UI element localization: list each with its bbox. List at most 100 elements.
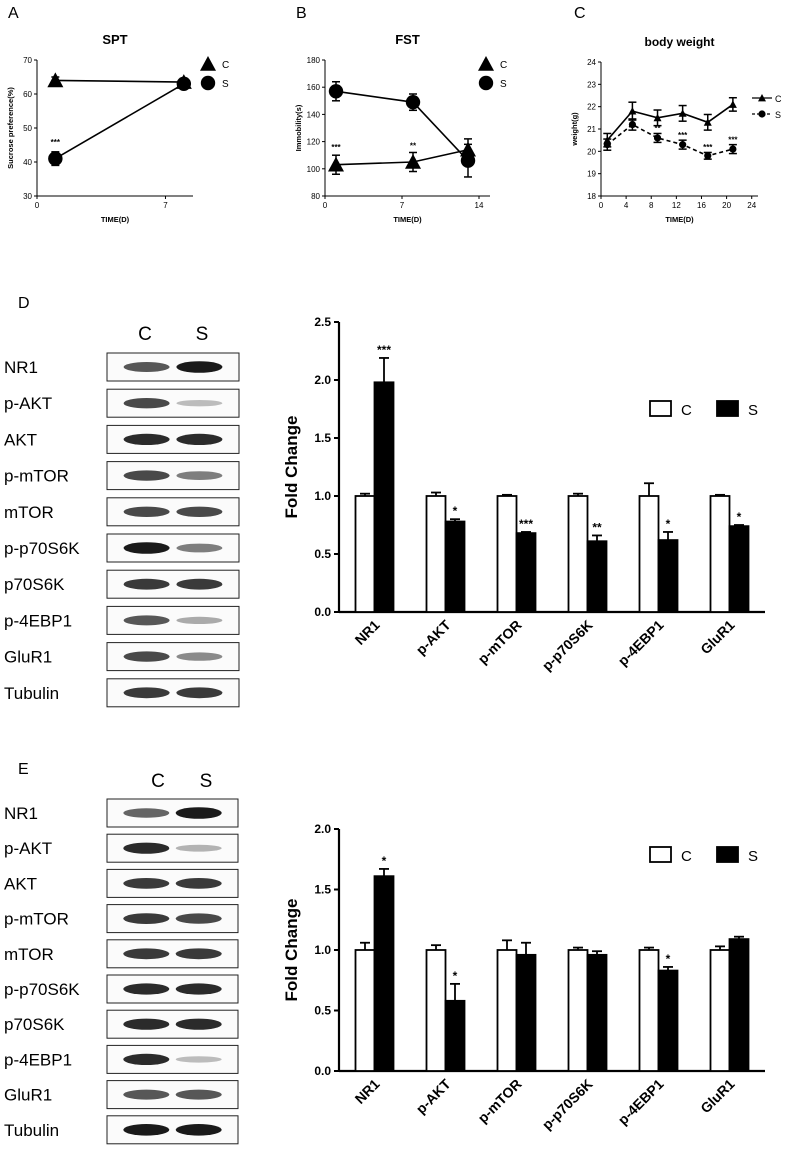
bar-s	[657, 539, 679, 613]
x-tick-label: 16	[697, 201, 706, 210]
blot-row: p-mTOR	[4, 461, 240, 491]
legend-marker-c	[758, 94, 766, 102]
legend-marker-c	[478, 56, 494, 71]
x-tick-label: 12	[672, 201, 681, 210]
data-point-c	[653, 113, 662, 122]
bar-s	[444, 999, 466, 1072]
bar-s	[586, 540, 608, 613]
x-tick-label: p-p70S6K	[539, 1076, 596, 1133]
legend-marker-c	[200, 56, 216, 71]
y-tick-label: 18	[587, 192, 596, 201]
y-tick-label: 23	[587, 80, 596, 89]
x-axis-label: TIME(D)	[393, 215, 422, 224]
series-line-s	[335, 90, 469, 162]
blot-row: GluR1	[4, 1080, 239, 1110]
y-tick-label: 2.0	[314, 822, 331, 836]
x-axis-label: TIME(D)	[665, 215, 694, 224]
blot-band-s	[176, 652, 223, 661]
blot-band-s	[175, 1018, 222, 1030]
x-tick-label: p-mTOR	[474, 617, 524, 667]
blot-band-c	[123, 470, 170, 481]
x-tick-label: 7	[163, 201, 168, 210]
legend-label-s: S	[500, 79, 507, 90]
blot-band-s	[175, 983, 222, 995]
data-point-c	[728, 100, 737, 108]
legend-label-s: S	[775, 110, 781, 120]
y-tick-label: 120	[307, 138, 321, 147]
data-point-s	[704, 152, 712, 160]
significance-mark: **	[410, 141, 417, 150]
series-line-c	[335, 148, 469, 166]
blot-band-c	[123, 362, 170, 372]
y-tick-label: 40	[23, 158, 32, 167]
series-line-s	[606, 123, 734, 157]
blot-band-c	[123, 1124, 170, 1136]
significance-mark: *	[737, 510, 742, 524]
blot-band-c	[123, 433, 170, 445]
y-tick-label: 100	[307, 165, 321, 174]
x-axis-label: TIME(D)	[101, 215, 130, 224]
bar-s	[444, 520, 466, 613]
blot-row-label: p-4EBP1	[4, 1050, 72, 1069]
x-tick-label: 0	[599, 201, 604, 210]
blot-band-s	[176, 578, 223, 590]
blot-row-label: GluR1	[4, 1086, 52, 1105]
blot-band-s	[176, 400, 223, 407]
y-tick-label: 22	[587, 103, 596, 112]
bar-s	[373, 381, 395, 613]
significance-mark: *	[382, 854, 387, 868]
bar-c	[709, 949, 731, 1072]
chart-a: SPT 30 40 50 60 70 0 7 TIME(D) Sucrose preference…	[6, 32, 229, 224]
bar-c	[496, 495, 518, 613]
y-tick-label: 21	[587, 125, 596, 134]
blot-row-label: p70S6K	[4, 1015, 65, 1034]
y-tick-label: 50	[23, 124, 32, 133]
x-tick-label: 0	[323, 201, 328, 210]
x-tick-label: GluR1	[697, 617, 738, 658]
blot-row: Tubulin	[4, 1115, 239, 1145]
blot-row: NR1	[4, 798, 239, 828]
bar-c	[567, 949, 589, 1072]
data-point-s	[729, 145, 737, 153]
blot-row-label: Tubulin	[4, 1121, 59, 1140]
data-point-c	[628, 107, 637, 115]
bar-c	[567, 495, 589, 613]
legend-swatch-c	[649, 846, 672, 863]
y-tick-label: 0.5	[314, 1004, 331, 1018]
x-tick-label: NR1	[351, 1076, 382, 1107]
blot-row-label: p-p70S6K	[4, 980, 80, 999]
blot-row-label: NR1	[4, 804, 38, 823]
significance-mark: ***	[377, 343, 391, 357]
bar-c	[425, 949, 447, 1072]
blot-band-c	[123, 983, 170, 995]
bar-c	[709, 495, 731, 613]
lane-label-c: C	[138, 324, 152, 345]
blot-row-label: p70S6K	[4, 575, 65, 594]
blot-row-label: AKT	[4, 430, 37, 449]
legend-label-c: C	[681, 402, 692, 419]
blot-row-label: p-4EBP1	[4, 611, 72, 630]
blot-band-s	[176, 687, 223, 699]
data-point-s	[48, 151, 63, 166]
legend-marker-s	[200, 75, 216, 91]
legend-marker-s	[758, 110, 766, 118]
blot-band-c	[123, 878, 170, 889]
x-tick-label: p-AKT	[413, 617, 454, 658]
bar-s	[373, 875, 395, 1072]
bar-s	[657, 969, 679, 1072]
blot-band-c	[123, 615, 170, 626]
y-axis-label: Fold Change	[282, 899, 301, 1002]
legend-label-c: C	[222, 60, 229, 71]
y-axis-label: Fold Change	[282, 416, 301, 519]
legend-label-c: C	[500, 60, 507, 71]
chart-title: body weight	[645, 35, 715, 49]
bar-s	[586, 953, 608, 1072]
x-tick-label: p-mTOR	[474, 1076, 524, 1126]
bar-c	[354, 949, 376, 1072]
blot-band-s	[175, 807, 222, 819]
y-axis-label: weight(g)	[570, 112, 579, 147]
blot-band-s	[176, 506, 223, 517]
data-point-c	[47, 72, 64, 88]
